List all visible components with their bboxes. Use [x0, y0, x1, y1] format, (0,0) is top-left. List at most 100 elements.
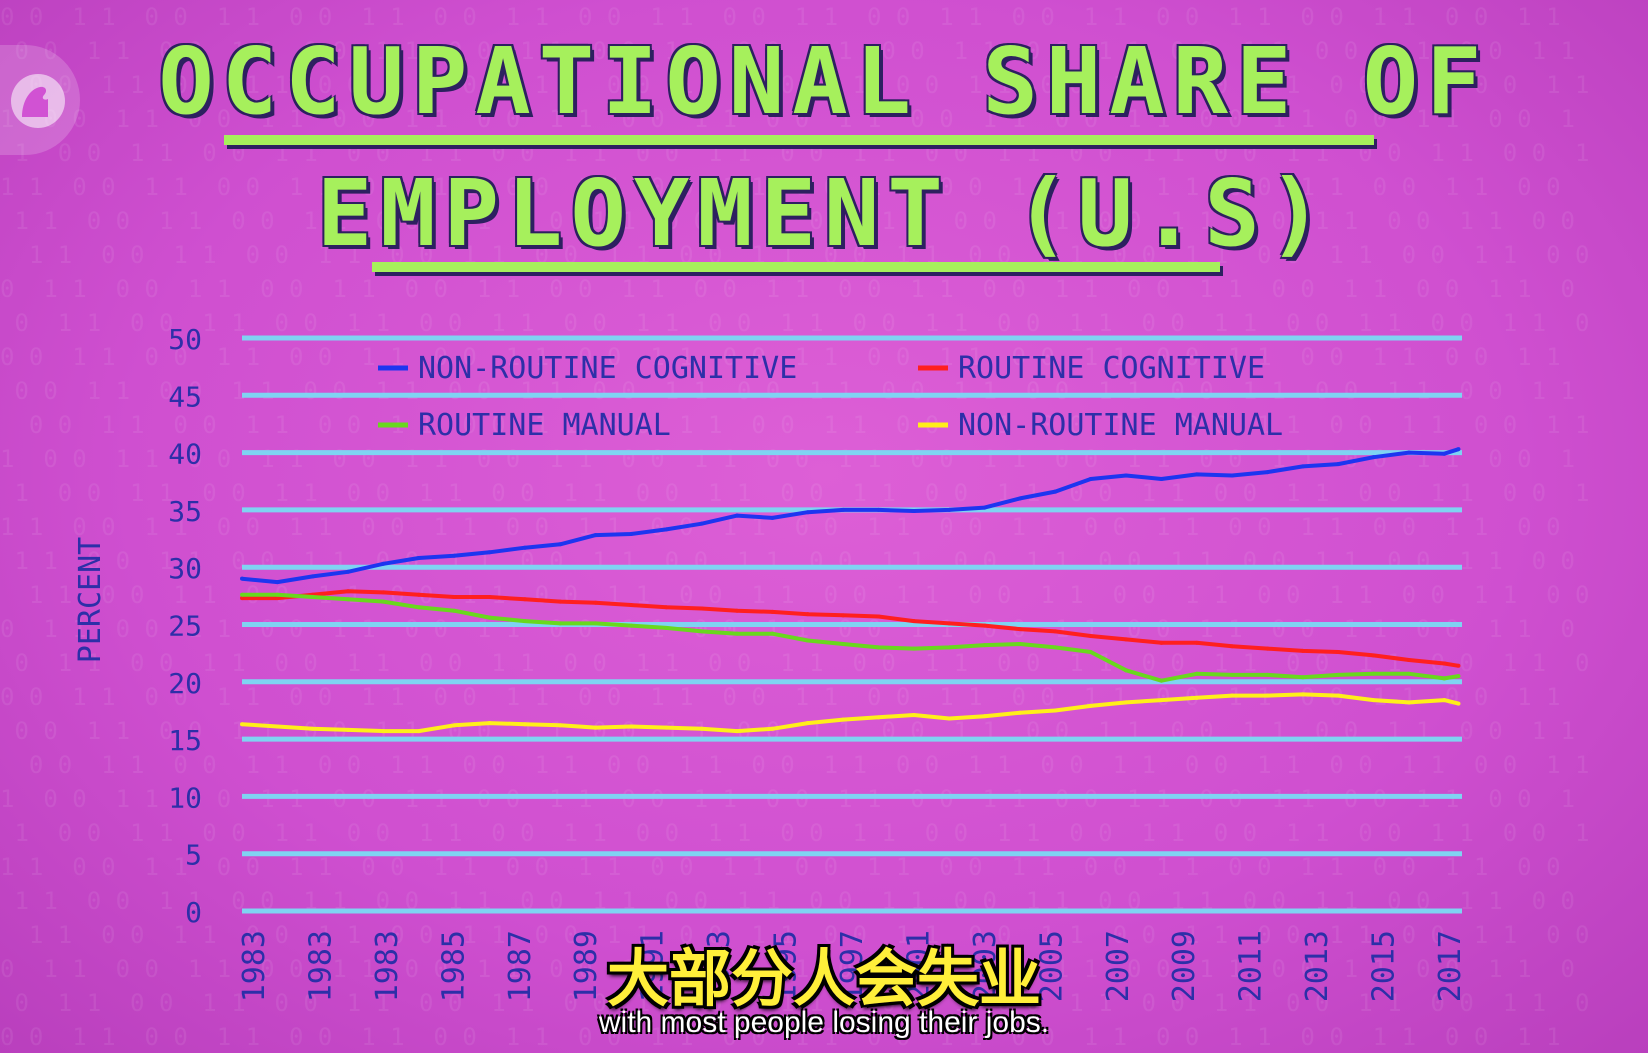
y-tick-label: 5 [185, 839, 202, 872]
data-point [1456, 663, 1461, 668]
x-tick-label: 1983 [303, 930, 338, 1002]
data-point [1053, 489, 1058, 494]
x-tick-label: 2015 [1367, 930, 1402, 1002]
x-tick-label: 1991 [636, 930, 671, 1002]
data-point [593, 600, 598, 605]
data-point [911, 619, 916, 624]
title-underline-1 [224, 135, 1374, 145]
data-point [982, 505, 987, 510]
data-point [275, 724, 280, 729]
y-tick-label: 40 [168, 438, 202, 471]
data-point [911, 509, 916, 514]
legend-label: ROUTINE COGNITIVE [958, 351, 1265, 386]
x-tick-label: 2003 [968, 930, 1003, 1002]
data-point [1336, 650, 1341, 655]
data-point [1088, 650, 1093, 655]
data-point [876, 614, 881, 619]
data-point [1194, 695, 1199, 700]
y-tick-label: 50 [168, 323, 202, 356]
data-point [522, 722, 527, 727]
y-axis-label: PERCENT [73, 537, 108, 663]
data-point [770, 631, 775, 636]
data-point [664, 725, 669, 730]
data-point [805, 638, 810, 643]
data-point [770, 726, 775, 731]
chart-title-line2: EMPLOYMENT (U.S) [316, 160, 1332, 267]
data-point [1053, 629, 1058, 634]
data-point [1442, 451, 1447, 456]
data-point [1456, 447, 1461, 452]
data-point [1124, 700, 1129, 705]
data-point [1406, 671, 1411, 676]
data-point [275, 580, 280, 585]
data-point [1194, 640, 1199, 645]
y-tick-label: 35 [168, 495, 202, 528]
data-point [522, 619, 527, 624]
data-point [558, 621, 563, 626]
y-tick-label: 10 [168, 781, 202, 814]
x-tick-label: 1983 [237, 930, 272, 1002]
data-point [310, 594, 315, 599]
data-point [770, 515, 775, 520]
data-point [1230, 672, 1235, 677]
data-point [1406, 450, 1411, 455]
data-point [1456, 701, 1461, 706]
x-tick-label: 1995 [769, 930, 804, 1002]
data-point [1194, 472, 1199, 477]
data-point [1265, 646, 1270, 651]
data-point [346, 569, 351, 574]
data-point [1088, 476, 1093, 481]
data-point [1300, 464, 1305, 469]
data-point [558, 599, 563, 604]
x-tick-label: 2017 [1433, 930, 1468, 1002]
data-point [1124, 668, 1129, 673]
data-point [735, 729, 740, 734]
data-point [664, 625, 669, 630]
data-point [699, 606, 704, 611]
data-point [911, 713, 916, 718]
data-point [947, 716, 952, 721]
data-point [947, 645, 952, 650]
data-point [805, 721, 810, 726]
data-point [1371, 698, 1376, 703]
series-line-routine-manual [242, 592, 1459, 683]
data-point [770, 609, 775, 614]
x-tick-label: 1983 [370, 930, 405, 1002]
data-point [522, 545, 527, 550]
data-point [416, 592, 421, 597]
data-point [1159, 476, 1164, 481]
data-point [699, 629, 704, 634]
data-point [664, 605, 669, 610]
x-tick-label: 1985 [436, 930, 471, 1002]
data-point [310, 574, 315, 579]
y-tick-label: 0 [185, 896, 202, 929]
data-point [558, 723, 563, 728]
data-point [735, 608, 740, 613]
data-point [1406, 658, 1411, 663]
data-point [593, 533, 598, 538]
data-point [841, 507, 846, 512]
data-point [1371, 671, 1376, 676]
y-tick-label: 45 [168, 380, 202, 413]
data-point [1230, 693, 1235, 698]
data-point [452, 723, 457, 728]
x-tick-label: 2005 [1034, 930, 1069, 1002]
data-point [452, 553, 457, 558]
data-point [240, 722, 244, 727]
data-point [1265, 693, 1270, 698]
data-point [1124, 473, 1129, 478]
y-tick-label: 25 [168, 610, 202, 643]
data-point [947, 621, 952, 626]
data-point [735, 631, 740, 636]
data-point [487, 550, 492, 555]
data-point [876, 715, 881, 720]
data-point [699, 521, 704, 526]
x-tick-label: 2011 [1234, 930, 1269, 1002]
data-point [1230, 644, 1235, 649]
title-underline-2 [372, 262, 1220, 272]
data-point [522, 597, 527, 602]
data-point [452, 594, 457, 599]
data-point [346, 589, 351, 594]
chart-title-line1: OCCUPATIONAL SHARE OF [158, 28, 1490, 135]
data-point [841, 717, 846, 722]
